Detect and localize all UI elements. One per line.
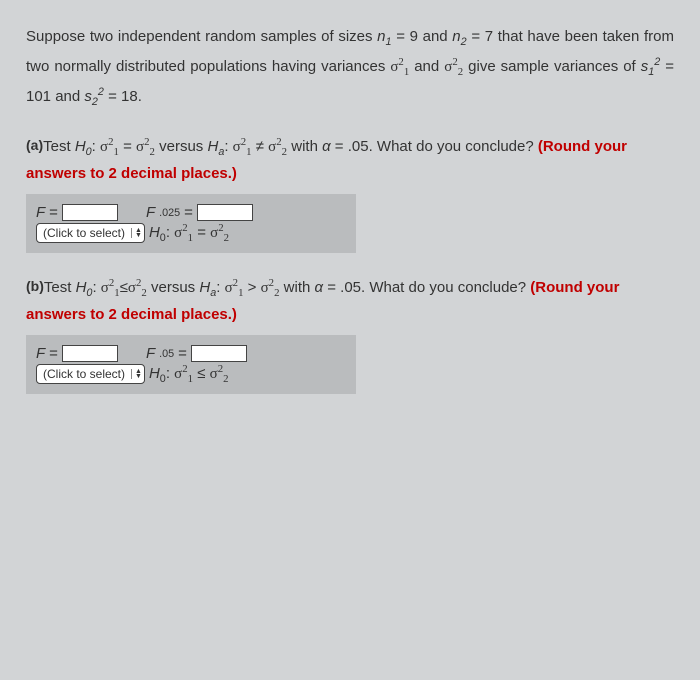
question-a: (a)Test H0: σ21 = σ22 versus Ha: σ21 ≠ σ… — [26, 134, 674, 253]
select-a[interactable]: (Click to select) ▲▼ — [36, 223, 145, 243]
label-b: (b) — [26, 278, 44, 294]
answer-box-a: F = F.025 = (Click to select) ▲▼ H0: σ21… — [26, 194, 356, 253]
f-label: F — [36, 204, 45, 221]
f-input-b[interactable] — [62, 345, 118, 362]
problem-intro: Suppose two independent random samples o… — [26, 22, 674, 112]
select-b[interactable]: (Click to select) ▲▼ — [36, 364, 145, 384]
chevron-updown-icon: ▲▼ — [131, 228, 142, 238]
fcrit-input-a[interactable] — [197, 204, 253, 221]
answer-box-b: F = F.05 = (Click to select) ▲▼ H0: σ21 … — [26, 335, 356, 394]
question-b: (b)Test H0: σ21≤σ22 versus Ha: σ21 > σ22… — [26, 275, 674, 394]
f-input-a[interactable] — [62, 204, 118, 221]
fcrit-input-b[interactable] — [191, 345, 247, 362]
chevron-updown-icon: ▲▼ — [131, 369, 142, 379]
label-a: (a) — [26, 137, 43, 153]
